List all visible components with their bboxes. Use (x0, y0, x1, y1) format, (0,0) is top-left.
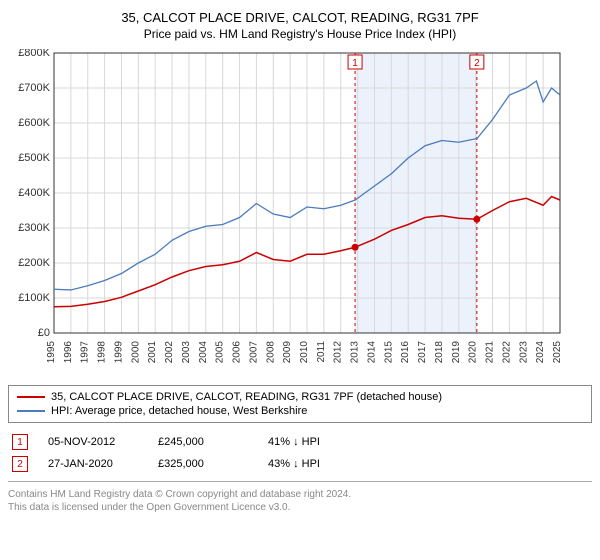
svg-text:£700K: £700K (18, 82, 50, 94)
svg-text:£400K: £400K (18, 187, 50, 199)
event-delta: 41% ↓ HPI (268, 436, 358, 448)
event-date: 27-JAN-2020 (48, 458, 138, 470)
legend: 35, CALCOT PLACE DRIVE, CALCOT, READING,… (8, 385, 592, 423)
svg-text:2024: 2024 (535, 341, 546, 364)
svg-text:£500K: £500K (18, 152, 50, 164)
svg-text:2001: 2001 (147, 341, 158, 364)
svg-text:1999: 1999 (113, 341, 124, 364)
event-price: £325,000 (158, 458, 248, 470)
legend-item: 35, CALCOT PLACE DRIVE, CALCOT, READING,… (17, 390, 583, 404)
svg-text:£600K: £600K (18, 117, 50, 129)
event-marker-icon: 1 (12, 434, 28, 450)
svg-text:2012: 2012 (333, 341, 344, 364)
svg-text:2: 2 (474, 58, 480, 69)
svg-text:2002: 2002 (164, 341, 175, 364)
event-row: 1 05-NOV-2012 £245,000 41% ↓ HPI (8, 431, 592, 453)
svg-text:2018: 2018 (434, 341, 445, 364)
svg-text:£0: £0 (38, 327, 50, 339)
svg-text:2007: 2007 (248, 341, 259, 364)
svg-text:2009: 2009 (282, 341, 293, 364)
svg-text:2022: 2022 (501, 341, 512, 364)
svg-text:2016: 2016 (400, 341, 411, 364)
svg-text:2004: 2004 (198, 341, 209, 364)
svg-text:2025: 2025 (552, 341, 563, 364)
svg-text:2003: 2003 (181, 341, 192, 364)
legend-swatch (17, 396, 45, 398)
divider (8, 481, 592, 482)
title-line1: 35, CALCOT PLACE DRIVE, CALCOT, READING,… (8, 10, 592, 25)
legend-item: HPI: Average price, detached house, West… (17, 404, 583, 418)
event-table: 1 05-NOV-2012 £245,000 41% ↓ HPI 2 27-JA… (8, 431, 592, 475)
svg-text:2005: 2005 (215, 341, 226, 364)
svg-text:2017: 2017 (417, 341, 428, 364)
event-price: £245,000 (158, 436, 248, 448)
title-line2: Price paid vs. HM Land Registry's House … (8, 27, 592, 41)
svg-text:2014: 2014 (366, 341, 377, 364)
svg-text:1995: 1995 (46, 341, 57, 364)
footer: Contains HM Land Registry data © Crown c… (8, 488, 592, 514)
svg-text:£200K: £200K (18, 257, 50, 269)
svg-text:1996: 1996 (63, 341, 74, 364)
svg-text:£300K: £300K (18, 222, 50, 234)
svg-text:2000: 2000 (130, 341, 141, 364)
svg-text:1997: 1997 (80, 341, 91, 364)
legend-label: HPI: Average price, detached house, West… (51, 405, 307, 417)
svg-text:1: 1 (352, 58, 358, 69)
event-date: 05-NOV-2012 (48, 436, 138, 448)
svg-text:2015: 2015 (383, 341, 394, 364)
event-marker-icon: 2 (12, 456, 28, 472)
legend-label: 35, CALCOT PLACE DRIVE, CALCOT, READING,… (51, 391, 442, 403)
svg-text:2011: 2011 (316, 341, 327, 363)
legend-swatch (17, 410, 45, 412)
svg-text:2010: 2010 (299, 341, 310, 364)
svg-text:2021: 2021 (485, 341, 496, 364)
svg-text:2023: 2023 (518, 341, 529, 364)
footer-line1: Contains HM Land Registry data © Crown c… (8, 488, 592, 501)
svg-text:2020: 2020 (468, 341, 479, 364)
svg-text:2013: 2013 (350, 341, 361, 364)
event-row: 2 27-JAN-2020 £325,000 43% ↓ HPI (8, 453, 592, 475)
event-delta: 43% ↓ HPI (268, 458, 358, 470)
svg-text:£800K: £800K (18, 49, 50, 59)
svg-text:2008: 2008 (265, 341, 276, 364)
svg-text:1998: 1998 (97, 341, 108, 364)
price-chart: £0 £100K £200K £300K £400K £500K £600K £700K £80… (8, 49, 592, 379)
svg-text:2006: 2006 (232, 341, 243, 364)
svg-text:2019: 2019 (451, 341, 462, 364)
footer-line2: This data is licensed under the Open Gov… (8, 501, 592, 514)
svg-text:£100K: £100K (18, 292, 50, 304)
